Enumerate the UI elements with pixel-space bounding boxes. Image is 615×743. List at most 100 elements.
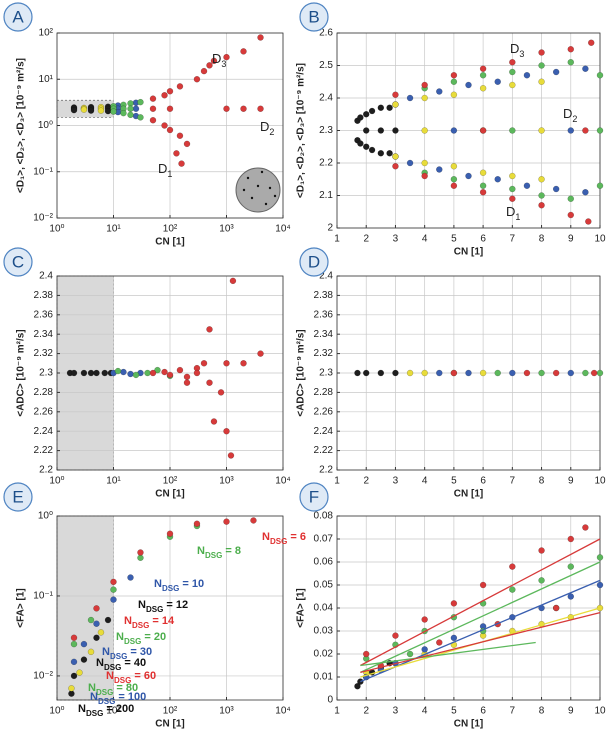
data-point xyxy=(421,127,428,134)
x-tick-label: 10⁴ xyxy=(275,706,290,717)
y-tick-label: 2.38 xyxy=(314,290,334,301)
panel: 10⁰ 10¹ 10² 10³ 10⁴ 10⁻² 10⁻¹ 10⁰ 10¹ 10² CN [1] <D… xyxy=(3,2,291,248)
data-point xyxy=(523,182,531,189)
data-point xyxy=(585,218,592,225)
data-point xyxy=(161,122,168,129)
data-point xyxy=(70,369,78,377)
panel: 10⁰ 10¹ 10² 10³ 10⁴ 2.2 2.22 2.24 2.26 2.28 2.3 2.3… xyxy=(3,247,291,500)
x-tick-label: 5 xyxy=(451,476,457,487)
data-point xyxy=(377,127,385,134)
data-point xyxy=(582,524,589,531)
data-point xyxy=(127,574,134,581)
annotation-part: D xyxy=(563,106,572,121)
data-point xyxy=(257,350,264,357)
data-point xyxy=(240,360,247,367)
x-tick-label: 8 xyxy=(539,234,545,245)
data-point xyxy=(509,185,516,193)
y-axis-title: <FA> [1] xyxy=(16,588,27,627)
annotation-part: D xyxy=(260,119,269,134)
data-point xyxy=(450,72,458,79)
y-axis-title: <ADC> [10⁻⁹ m²/s] xyxy=(296,329,307,416)
panel-label: C xyxy=(12,252,24,271)
annotation-part: 2 xyxy=(269,127,274,137)
data-point xyxy=(538,577,545,584)
data-point xyxy=(80,369,88,377)
data-point xyxy=(538,202,545,209)
data-point xyxy=(87,369,95,377)
panel-label: D xyxy=(308,252,320,271)
annotation-part: N xyxy=(96,657,104,669)
data-point xyxy=(93,634,100,642)
y-tick-label: 2.3 xyxy=(319,125,333,136)
annotation-part: DSG xyxy=(110,652,127,661)
x-tick-label: 3 xyxy=(393,234,399,245)
data-point xyxy=(596,182,604,189)
data-point xyxy=(582,65,589,72)
data-point xyxy=(223,518,230,525)
data-point xyxy=(552,68,560,76)
data-point xyxy=(137,554,144,562)
annotation-part: = 6 xyxy=(287,531,306,543)
data-point xyxy=(104,616,112,624)
y-tick-label: 2.1 xyxy=(319,190,333,201)
data-point xyxy=(137,114,144,121)
y-tick-label: 0.06 xyxy=(314,557,334,568)
annotation: D2 xyxy=(563,106,577,124)
x-tick-label: 10 xyxy=(594,234,606,245)
data-point xyxy=(223,53,230,61)
data-point xyxy=(227,452,235,459)
data-point xyxy=(567,195,575,202)
y-tick-label: 0.08 xyxy=(314,511,334,522)
data-point xyxy=(240,105,247,113)
data-point xyxy=(567,46,575,53)
data-point xyxy=(421,81,428,89)
data-point xyxy=(362,127,370,134)
data-point xyxy=(552,369,560,377)
data-point xyxy=(87,616,95,624)
data-point xyxy=(223,105,230,113)
x-tick-label: 8 xyxy=(539,476,545,487)
data-point xyxy=(450,127,458,134)
annotation-part: = 8 xyxy=(222,545,241,557)
fit-line xyxy=(360,561,601,673)
annotation: NDSG = 60 xyxy=(106,670,156,685)
data-point xyxy=(183,373,191,381)
y-tick-label: 2.38 xyxy=(34,290,54,301)
annotation-part: DSG xyxy=(86,709,103,718)
data-point xyxy=(450,600,458,607)
data-point xyxy=(132,371,140,379)
x-tick-label: 7 xyxy=(510,476,516,487)
data-point xyxy=(93,620,100,627)
data-point xyxy=(144,369,151,377)
y-tick-label: 2.28 xyxy=(34,387,54,398)
inset-sphere xyxy=(235,167,281,213)
data-point xyxy=(538,547,545,554)
annotation: D3 xyxy=(510,41,524,59)
y-tick-label: 0.05 xyxy=(314,580,334,591)
data-point xyxy=(494,369,501,377)
data-point xyxy=(110,596,117,603)
data-point xyxy=(210,57,218,65)
data-point xyxy=(176,366,184,374)
data-point xyxy=(421,369,428,377)
data-point xyxy=(206,379,213,386)
data-point xyxy=(392,91,399,98)
data-point xyxy=(436,166,443,173)
x-tick-label: 10³ xyxy=(219,224,234,235)
data-point xyxy=(257,34,264,41)
x-tick-label: 10⁰ xyxy=(49,476,64,487)
y-tick-label: 2.3 xyxy=(39,368,53,379)
annotation: NDSG = 14 xyxy=(124,615,175,630)
annotation-part: N xyxy=(88,682,96,694)
x-tick-label: 6 xyxy=(480,234,486,245)
data-point xyxy=(68,685,75,692)
data-point xyxy=(509,369,516,377)
data-point xyxy=(210,418,218,425)
panel-badge xyxy=(299,2,329,32)
annotation-part: = 12 xyxy=(163,599,188,611)
x-tick-label: 10¹ xyxy=(106,706,121,717)
data-point xyxy=(70,658,78,666)
data-point xyxy=(368,146,376,154)
x-tick-label: 10³ xyxy=(219,706,234,717)
annotation: NDSG = 100 xyxy=(90,691,146,706)
